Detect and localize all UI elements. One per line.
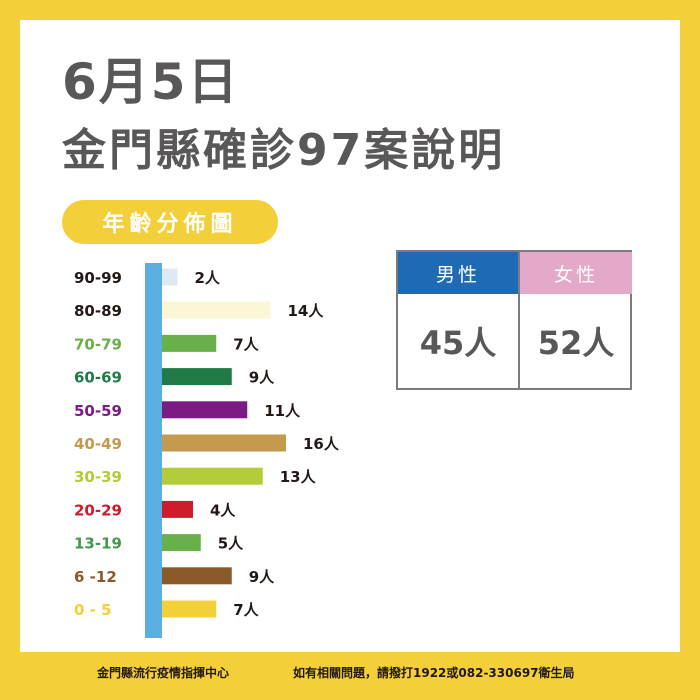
chart-axis-bar bbox=[145, 263, 162, 638]
bar bbox=[162, 567, 232, 585]
male-value: 45人 bbox=[419, 324, 497, 362]
footer-organization: 金門縣流行疫情指揮中心 bbox=[97, 666, 230, 680]
male-label: 男性 bbox=[398, 252, 518, 294]
content-card bbox=[20, 20, 680, 652]
category-label: 0 - 5 bbox=[74, 601, 112, 619]
bar bbox=[162, 500, 193, 518]
male-column: 男性 45人 bbox=[398, 252, 518, 388]
data-label: 4人 bbox=[210, 501, 236, 519]
data-label: 16人 bbox=[303, 435, 340, 453]
female-label: 女性 bbox=[520, 252, 632, 294]
data-label: 9人 bbox=[249, 369, 275, 387]
data-label: 5人 bbox=[218, 535, 244, 553]
date-heading: 6月5日 bbox=[62, 53, 240, 111]
category-label: 90-99 bbox=[74, 269, 122, 287]
bar bbox=[162, 434, 286, 452]
gender-table: 男性 45人 女性 52人 bbox=[396, 250, 632, 390]
category-label: 60-69 bbox=[74, 369, 122, 387]
category-label: 13-19 bbox=[74, 535, 122, 553]
bar bbox=[162, 301, 271, 319]
bar bbox=[162, 268, 178, 286]
data-label: 9人 bbox=[249, 568, 275, 586]
bar bbox=[162, 334, 217, 352]
footer: 金門縣流行疫情指揮中心 如有相關問題，請撥打1922或082-330697衛生局 bbox=[0, 660, 700, 684]
category-label: 30-39 bbox=[74, 468, 122, 486]
category-label: 80-89 bbox=[74, 302, 122, 320]
footer-contact: 如有相關問題，請撥打1922或082-330697衛生局 bbox=[293, 666, 575, 680]
category-label: 6 -12 bbox=[74, 568, 117, 586]
category-label: 20-29 bbox=[74, 501, 122, 519]
bar bbox=[162, 534, 201, 552]
bar bbox=[162, 467, 263, 485]
bar bbox=[162, 401, 248, 419]
category-label: 70-79 bbox=[74, 335, 122, 353]
data-label: 13人 bbox=[280, 468, 317, 486]
bar bbox=[162, 368, 232, 386]
data-label: 7人 bbox=[233, 335, 259, 353]
bar bbox=[162, 600, 217, 618]
section-label: 年齡分佈圖 bbox=[62, 200, 278, 244]
data-label: 2人 bbox=[195, 269, 221, 287]
category-label: 50-59 bbox=[74, 402, 122, 420]
category-label: 40-49 bbox=[74, 435, 122, 453]
data-label: 7人 bbox=[233, 601, 259, 619]
page-title: 金門縣確診97案說明 bbox=[62, 125, 506, 176]
data-label: 11人 bbox=[264, 402, 301, 420]
bars-group: 90-99 2人 80-89 14人 70-79 7人 60-69 9人 50-59 11人 40-… bbox=[74, 268, 340, 619]
female-column: 女性 52人 bbox=[518, 252, 632, 388]
data-label: 14人 bbox=[288, 302, 325, 320]
female-value: 52人 bbox=[537, 324, 615, 362]
